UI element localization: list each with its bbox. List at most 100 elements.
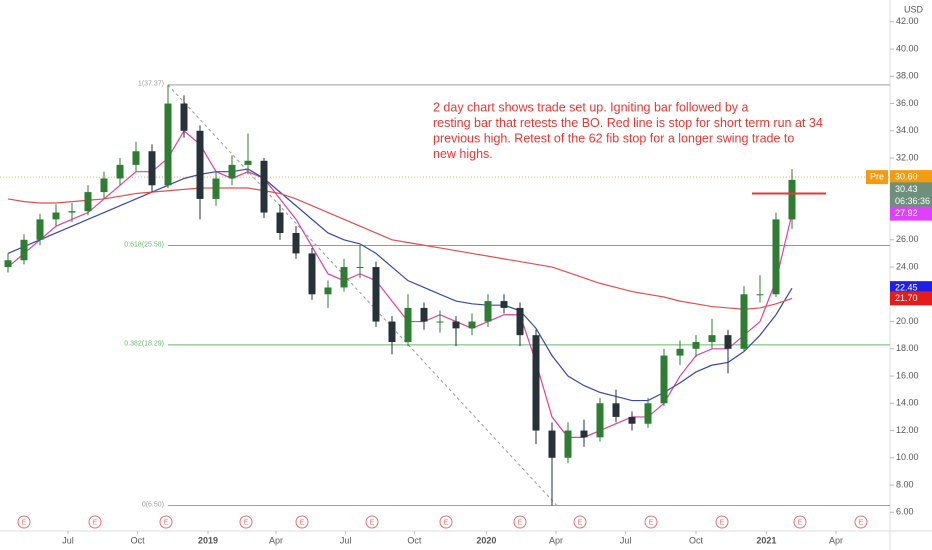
candle-body <box>676 348 684 356</box>
event-label: E <box>22 519 27 526</box>
candle-body <box>388 321 396 342</box>
event-label: E <box>859 519 864 526</box>
candle-body <box>708 335 716 342</box>
candle-body <box>52 212 60 220</box>
y-tick-label: 26.00 <box>896 234 919 244</box>
candle-body <box>100 178 108 193</box>
fib-trend <box>167 84 558 506</box>
candle-body <box>212 178 220 199</box>
event-label: E <box>244 519 249 526</box>
candle-body <box>740 294 748 349</box>
candle-body <box>788 179 796 220</box>
event-label: E <box>444 519 449 526</box>
y-tick-label: 32.00 <box>896 152 919 162</box>
y-tick-label: 18.00 <box>896 343 919 353</box>
y-tick-label: 16.00 <box>896 370 919 380</box>
y-tick-label: 42.00 <box>896 16 919 26</box>
event-marker <box>439 515 453 529</box>
candle-body <box>164 103 172 186</box>
event-label: E <box>93 519 98 526</box>
event-marker <box>365 515 379 529</box>
price-label: 30.43 <box>895 184 918 194</box>
candle-body <box>356 267 364 269</box>
candle-body <box>20 239 28 261</box>
x-tick-label: Jul <box>620 535 632 545</box>
candle-body <box>500 301 508 308</box>
annotation: resting bar that retests the BO. Red lin… <box>433 116 823 130</box>
candle-body <box>452 321 460 329</box>
price-label: 22.45 <box>895 283 918 293</box>
candle-body <box>516 307 524 336</box>
fib-label: 0.382(18.29) <box>124 341 164 348</box>
candle-body <box>644 403 652 424</box>
countdown: 06:36:36 <box>895 196 930 206</box>
candle-body <box>468 321 476 329</box>
candle-body <box>436 321 444 323</box>
x-tick-label: 2020 <box>476 535 496 545</box>
y-tick-label: 10.00 <box>896 452 919 462</box>
x-tick-label: Oct <box>689 535 704 545</box>
y-tick-label: 36.00 <box>896 98 919 108</box>
event-marker <box>644 515 658 529</box>
candle-body <box>340 267 348 288</box>
event-marker <box>239 515 253 529</box>
event-label: E <box>720 519 725 526</box>
candle-body <box>196 130 204 199</box>
x-tick-label: Oct <box>131 535 146 545</box>
candle-body <box>692 341 700 349</box>
annotation: new highs. <box>433 147 493 161</box>
event-marker <box>159 515 173 529</box>
candle-body <box>404 307 412 342</box>
candle-body <box>116 164 124 179</box>
price-label-prefix-bg <box>866 170 888 185</box>
candle-body <box>308 253 316 295</box>
x-tick-label: Apr <box>549 535 563 545</box>
fib-label: 0.618(25.58) <box>124 241 164 248</box>
candle-body <box>596 403 604 438</box>
y-tick-label: 8.00 <box>896 479 914 489</box>
ma-slow <box>7 187 793 310</box>
y-tick-label: 24.00 <box>896 261 919 271</box>
event-marker <box>17 515 31 529</box>
candle-body <box>660 355 668 404</box>
annotation: previous high. Retest of the 62 fib stop… <box>433 131 794 145</box>
event-label: E <box>518 519 523 526</box>
candle-body <box>580 430 588 438</box>
x-tick-label: Apr <box>829 535 843 545</box>
event-marker <box>793 515 807 529</box>
candle-body <box>84 192 92 212</box>
y-tick-label: 20.00 <box>896 316 919 326</box>
price-label-bg <box>890 206 932 221</box>
candle-body <box>228 164 236 179</box>
y-tick-label: 38.00 <box>896 71 919 81</box>
candle-body <box>724 335 732 349</box>
price-label-bg <box>890 182 932 209</box>
candle-body <box>68 211 76 213</box>
candle-body <box>276 212 284 233</box>
price-label-prefix: Pre <box>870 171 884 181</box>
price-label: 27.92 <box>895 208 918 218</box>
price-label: 21.70 <box>895 293 918 303</box>
ma-mid <box>7 168 793 402</box>
x-tick-label: 2021 <box>756 535 776 545</box>
fib-label: 1(37.37) <box>138 81 164 88</box>
candle-body <box>420 307 428 322</box>
y-tick-label: 40.00 <box>896 43 919 53</box>
fib-label: 0(6.50) <box>142 501 164 508</box>
candle-body <box>564 430 572 458</box>
x-tick-label: Apr <box>269 535 283 545</box>
event-label: E <box>300 519 305 526</box>
ma-fast <box>7 129 793 438</box>
candle-body <box>292 232 300 254</box>
price-label: 30.60 <box>895 171 918 181</box>
price-label-bg <box>890 170 932 185</box>
currency: USD <box>904 4 924 14</box>
event-label: E <box>798 519 803 526</box>
candle-body <box>612 403 620 417</box>
candle-body <box>36 219 44 240</box>
candle-body <box>4 260 12 268</box>
event-marker <box>715 515 729 529</box>
x-tick-label: 2019 <box>198 535 218 545</box>
candle-body <box>372 267 380 322</box>
